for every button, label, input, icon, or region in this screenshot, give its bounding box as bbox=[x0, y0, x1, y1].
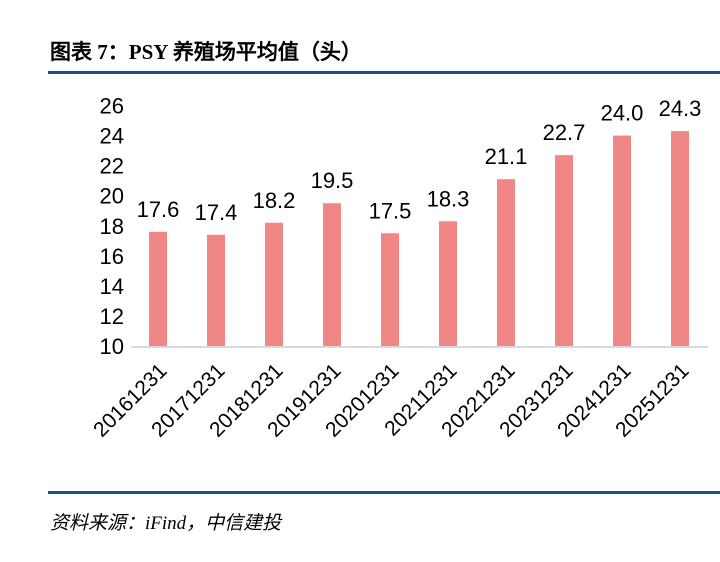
data-label: 17.5 bbox=[369, 198, 412, 223]
bar bbox=[323, 203, 341, 346]
data-label: 24.0 bbox=[601, 101, 644, 126]
bar-chart: 10121416182022242617.62016123117.4201712… bbox=[89, 94, 708, 442]
chart-title: 图表 7：PSY 养殖场平均值（头） bbox=[50, 40, 362, 64]
y-tick-label: 14 bbox=[100, 274, 124, 299]
data-label: 22.7 bbox=[543, 120, 586, 145]
bar bbox=[613, 135, 631, 346]
data-label: 21.1 bbox=[485, 144, 528, 169]
bar bbox=[439, 221, 457, 346]
data-label: 17.4 bbox=[195, 200, 238, 225]
y-tick-label: 20 bbox=[100, 184, 124, 209]
bar bbox=[497, 179, 515, 346]
bar bbox=[555, 155, 573, 346]
data-label: 24.3 bbox=[659, 96, 702, 121]
y-tick-label: 22 bbox=[100, 154, 124, 179]
y-tick-label: 18 bbox=[100, 214, 124, 239]
footer-rule bbox=[48, 491, 720, 494]
y-tick-label: 12 bbox=[100, 304, 124, 329]
y-tick-label: 24 bbox=[100, 124, 124, 149]
data-label: 19.5 bbox=[311, 168, 354, 193]
y-tick-label: 10 bbox=[100, 334, 124, 359]
bar bbox=[149, 231, 167, 346]
data-label: 17.6 bbox=[137, 197, 180, 222]
source-note: 资料来源：iFind，中信建投 bbox=[50, 513, 282, 534]
data-label: 18.2 bbox=[253, 188, 296, 213]
y-tick-label: 16 bbox=[100, 244, 124, 269]
title-rule bbox=[48, 71, 720, 74]
bar bbox=[671, 131, 689, 346]
y-tick-label: 26 bbox=[100, 94, 124, 119]
bar bbox=[381, 233, 399, 346]
data-label: 18.3 bbox=[427, 186, 470, 211]
bar bbox=[207, 234, 225, 346]
bar bbox=[265, 222, 283, 346]
